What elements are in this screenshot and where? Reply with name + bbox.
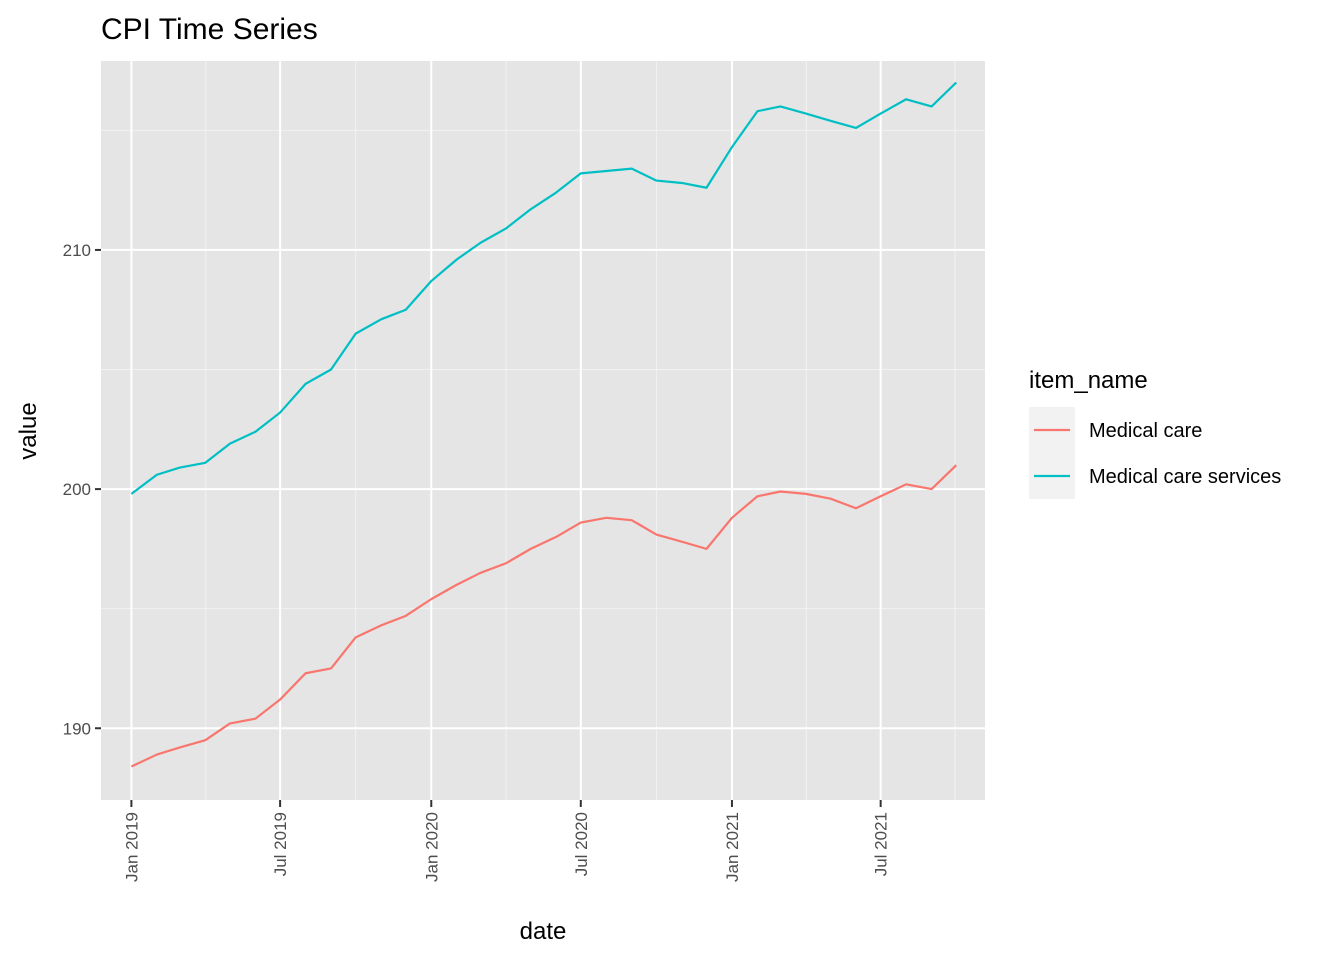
x-tick-label: Jul 2021 bbox=[872, 812, 891, 876]
y-axis: 190 200 210 bbox=[63, 241, 101, 738]
y-tick-label: 210 bbox=[63, 241, 91, 260]
x-tick-label: Jan 2019 bbox=[122, 812, 141, 882]
major-gridlines bbox=[101, 61, 985, 800]
x-tick-label: Jul 2019 bbox=[271, 812, 290, 876]
series-line-medical-care bbox=[130, 464, 958, 768]
x-axis-title: date bbox=[520, 918, 567, 945]
y-tick-label: 200 bbox=[63, 480, 91, 499]
y-axis-title: value bbox=[15, 402, 42, 459]
legend: item_name Medical care Medical care servi… bbox=[1029, 367, 1281, 499]
x-tick-label: Jan 2021 bbox=[723, 812, 742, 882]
x-tick-label: Jul 2020 bbox=[572, 812, 591, 876]
series-lines bbox=[130, 81, 958, 768]
legend-label: Medical care services bbox=[1089, 466, 1281, 488]
chart-title: CPI Time Series bbox=[101, 13, 318, 46]
plot-panel bbox=[101, 61, 985, 800]
minor-gridlines bbox=[101, 61, 985, 800]
y-tick-label: 190 bbox=[63, 719, 91, 738]
x-axis: Jan 2019 Jul 2019 Jan 2020 Jul 2020 Jan 2021… bbox=[122, 800, 891, 882]
series-line-medical-care-services bbox=[130, 81, 958, 495]
x-tick-label: Jan 2020 bbox=[422, 812, 441, 882]
legend-title: item_name bbox=[1029, 367, 1148, 394]
legend-items: Medical care Medical care services bbox=[1029, 407, 1281, 499]
legend-label: Medical care bbox=[1089, 420, 1202, 442]
